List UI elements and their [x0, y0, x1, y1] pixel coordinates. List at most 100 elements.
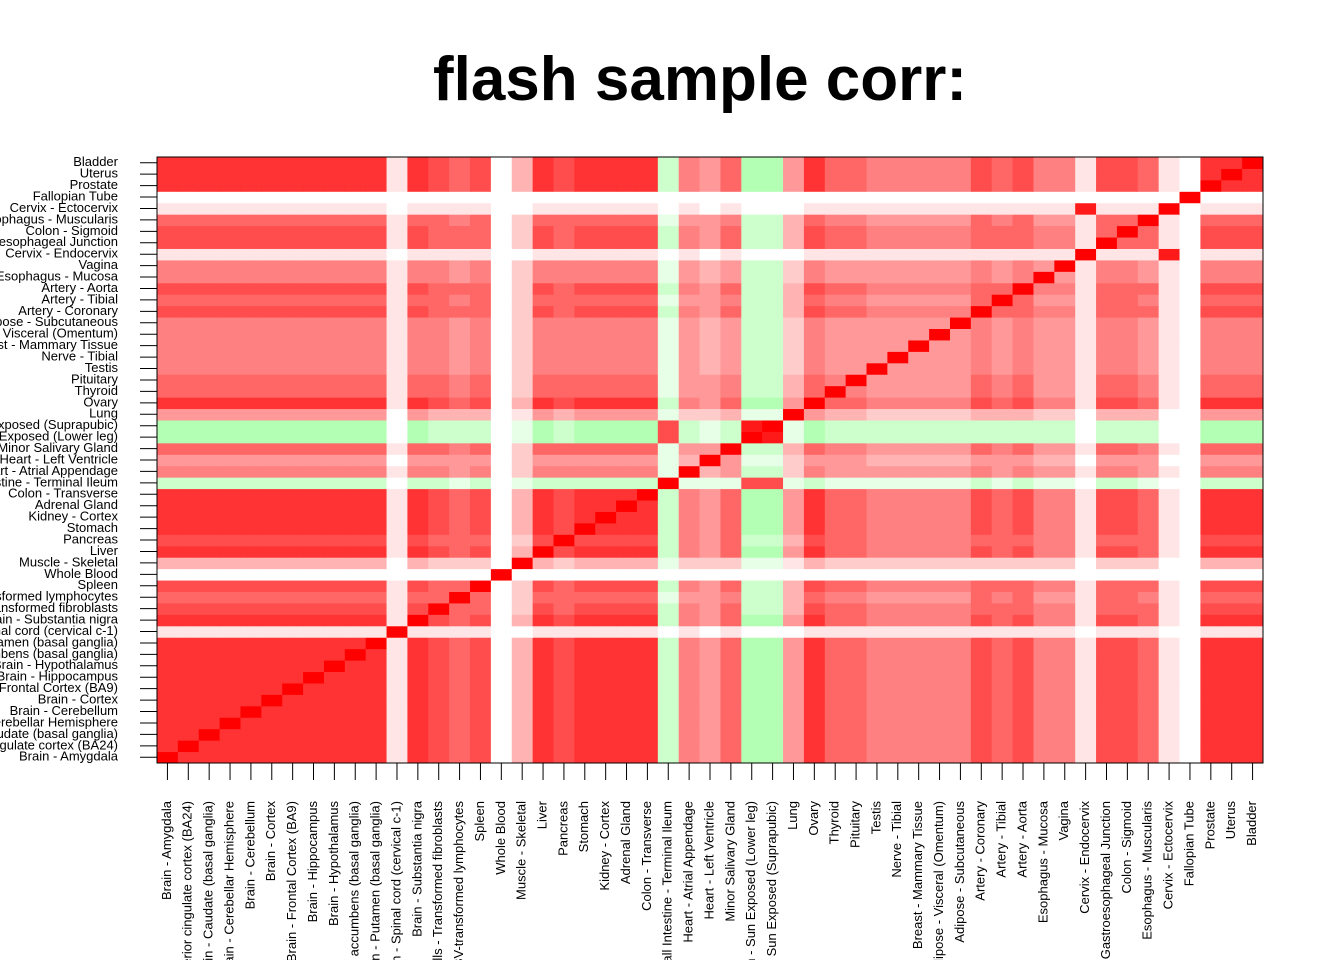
heatmap-cell — [532, 477, 554, 490]
heatmap-cell — [616, 339, 638, 352]
y-tick-label: Nerve - Tibial — [41, 349, 118, 364]
heatmap-cell — [595, 179, 617, 192]
heatmap-cell — [970, 580, 993, 592]
heatmap-cell — [240, 362, 262, 375]
heatmap-cell — [595, 477, 617, 490]
heatmap-cell — [219, 328, 241, 341]
heatmap-cell — [991, 694, 1014, 707]
heatmap-cell — [574, 511, 596, 524]
heatmap-cell — [490, 534, 513, 547]
heatmap-cell — [970, 157, 993, 169]
heatmap-cell — [365, 740, 388, 753]
heatmap-cell — [365, 625, 388, 638]
heatmap-cell — [553, 179, 575, 192]
heatmap-cell — [240, 671, 262, 684]
heatmap-cell — [553, 671, 575, 684]
heatmap-cell — [720, 248, 742, 261]
heatmap-cell — [1158, 408, 1181, 421]
heatmap-cell — [490, 591, 513, 604]
heatmap-cell — [866, 545, 888, 558]
heatmap-cell — [219, 648, 241, 661]
heatmap-cell — [386, 705, 408, 718]
heatmap-cell — [511, 511, 534, 524]
heatmap-cell — [407, 511, 429, 524]
heatmap-cell — [407, 534, 429, 547]
heatmap-cell — [741, 557, 763, 570]
heatmap-cell — [553, 317, 575, 330]
heatmap-cell — [1116, 282, 1139, 295]
heatmap-cell — [824, 442, 847, 455]
heatmap-cell — [365, 648, 388, 661]
heatmap-cell — [282, 511, 304, 524]
heatmap-cell — [407, 214, 429, 227]
heatmap-cell — [574, 614, 596, 627]
heatmap-cell — [970, 465, 993, 478]
heatmap-cell — [783, 294, 805, 307]
heatmap-cell — [1242, 374, 1264, 387]
heatmap-cell — [678, 705, 701, 718]
heatmap-cell — [198, 328, 221, 341]
heatmap-cell — [470, 214, 492, 227]
heatmap-cell — [803, 694, 826, 707]
heatmap-cell — [1179, 614, 1201, 627]
heatmap-cell — [845, 682, 868, 695]
heatmap-cell — [908, 259, 930, 272]
heatmap-cell — [595, 625, 617, 638]
y-tick-label: Esophagus - Gastroesophageal Junction — [0, 234, 118, 249]
heatmap-cell — [407, 660, 429, 673]
heatmap-cell — [1221, 259, 1243, 272]
heatmap-cell — [1075, 339, 1097, 352]
heatmap-cell — [282, 751, 304, 764]
heatmap-cell — [449, 522, 471, 535]
heatmap-cell — [240, 477, 262, 490]
heatmap-cell — [616, 728, 638, 741]
heatmap-cell — [428, 214, 450, 227]
heatmap-cell — [532, 580, 554, 592]
heatmap-cell — [783, 168, 805, 181]
heatmap-cell — [1075, 488, 1097, 501]
heatmap-cell — [949, 545, 972, 558]
heatmap-cell — [803, 351, 826, 364]
heatmap-cell — [720, 545, 742, 558]
heatmap-cell — [845, 431, 868, 444]
heatmap-cell — [1221, 339, 1243, 352]
heatmap-cell — [657, 660, 680, 673]
heatmap-cell — [657, 408, 680, 421]
heatmap-cell — [845, 751, 868, 764]
heatmap-cell — [824, 237, 847, 249]
heatmap-cell — [595, 294, 617, 307]
heatmap-cell — [1012, 225, 1034, 238]
heatmap-cell — [845, 397, 868, 410]
x-tick-label: Spleen — [472, 801, 487, 841]
heatmap-cell — [1137, 568, 1160, 581]
heatmap-cell — [636, 477, 659, 490]
heatmap-cell — [407, 625, 429, 638]
heatmap-cell — [532, 339, 554, 352]
heatmap-cell — [511, 214, 534, 227]
heatmap-cell — [783, 522, 805, 535]
heatmap-cell — [1200, 557, 1222, 570]
heatmap-cell — [762, 534, 784, 547]
heatmap-cell — [616, 237, 638, 249]
heatmap-cell — [1200, 648, 1222, 661]
heatmap-cell — [657, 717, 680, 730]
heatmap-cell — [741, 191, 763, 204]
y-tick-label: Colon - Sigmoid — [26, 223, 119, 238]
heatmap-cell — [657, 671, 680, 684]
heatmap-cell — [282, 522, 304, 535]
heatmap-cell — [1137, 237, 1160, 249]
heatmap-cell — [929, 454, 951, 467]
heatmap-cell — [1137, 602, 1160, 615]
heatmap-cell — [1137, 648, 1160, 661]
heatmap-cell — [1033, 305, 1055, 318]
heatmap-cell — [407, 637, 429, 650]
heatmap-cell — [1158, 214, 1181, 227]
heatmap-cell — [282, 362, 304, 375]
heatmap-cell — [720, 671, 742, 684]
heatmap-cell — [449, 728, 471, 741]
heatmap-cell — [1242, 282, 1264, 295]
heatmap-cell — [282, 648, 304, 661]
heatmap-cell — [1242, 454, 1264, 467]
heatmap-cell — [595, 534, 617, 547]
x-tick-label: Colon - Sigmoid — [1119, 801, 1134, 894]
